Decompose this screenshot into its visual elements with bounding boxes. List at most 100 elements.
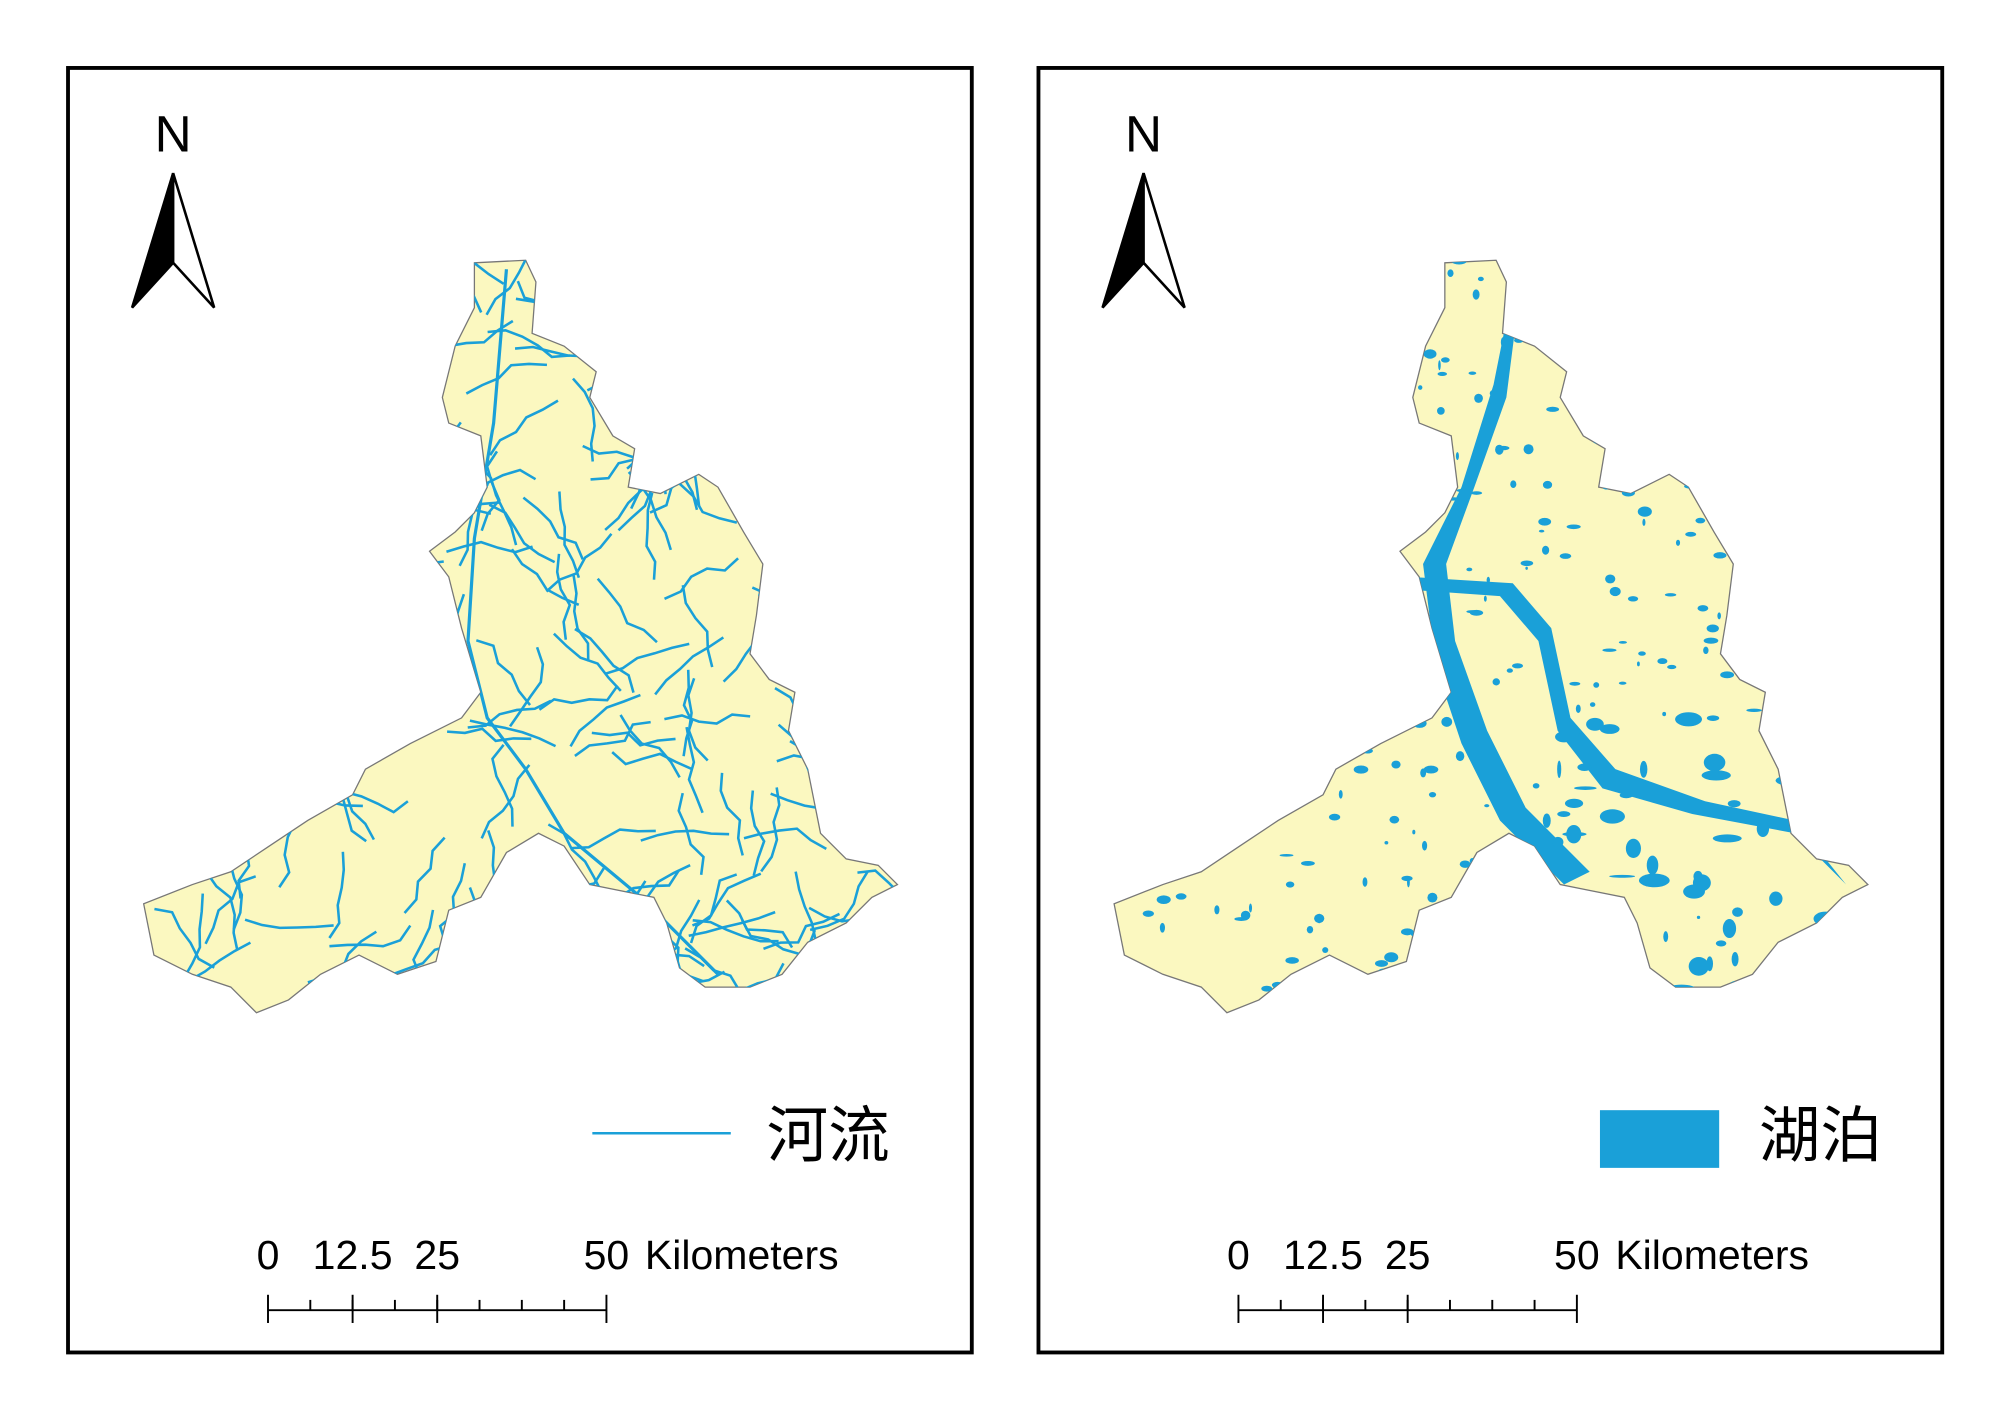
lake [1455,751,1465,762]
lake [1423,320,1590,885]
lake [1279,854,1294,857]
lake [1374,960,1389,967]
river [569,693,641,747]
river [403,836,446,914]
lake [1552,836,1564,848]
lake [1618,640,1628,644]
river [685,726,704,814]
lake [1438,360,1441,371]
lake [1715,940,1727,947]
river [328,851,346,939]
lake [1156,895,1171,905]
lake [1575,704,1581,714]
scale-label: 12.5 [313,1232,393,1278]
river [467,699,552,729]
river [572,377,596,462]
lake [1627,596,1639,602]
river [446,540,533,554]
lake [1589,702,1596,707]
lake [1322,947,1329,954]
lake [1142,910,1154,917]
lake [1667,664,1677,670]
scale-label: 12.5 [1283,1232,1363,1278]
lake [1525,566,1528,570]
lake [1609,874,1636,878]
lake [1328,813,1341,821]
lake [1695,517,1706,524]
lake [1455,452,1459,461]
lake [1489,389,1497,397]
lake [1557,760,1562,779]
legend-label: 河流 [767,1102,890,1170]
lake [1444,665,1455,676]
scale-label: 50 [584,1232,630,1278]
north-label: N [1125,105,1162,162]
river [809,870,870,932]
river [689,873,738,944]
lake [1706,624,1719,633]
river [480,764,531,839]
lake [1619,792,1633,799]
lake [1538,529,1545,533]
lake [1577,733,1585,747]
lake [1437,633,1440,641]
lake [1285,881,1295,888]
lake [1701,770,1731,781]
legend-label: 湖泊 [1759,1102,1882,1170]
lake [1498,776,1508,784]
lake [1593,682,1600,688]
lake [1599,724,1620,734]
scale-label: 0 [257,1232,280,1278]
lake [1523,444,1534,455]
lake [1420,768,1427,778]
river [596,577,658,644]
lake [1599,809,1625,824]
river [591,731,676,747]
river [480,450,501,532]
lake [1428,791,1437,798]
river [475,639,532,706]
river [677,792,705,875]
scale-unit: Kilometers [645,1232,839,1278]
lake [1468,371,1477,375]
lake [1555,731,1574,743]
lake [1732,907,1743,917]
river [204,875,257,945]
lake [1542,813,1551,828]
river [466,269,720,976]
river [538,684,619,711]
river [154,907,215,969]
lake [1492,678,1500,686]
river [664,713,751,725]
lake [1391,760,1401,769]
lake [1500,337,1505,348]
lake [1470,491,1483,495]
lake [1646,855,1659,875]
river [763,912,841,950]
lake [1285,957,1299,964]
lake [1497,788,1511,795]
lake [1240,910,1251,920]
lake [1465,745,1473,749]
river [508,646,545,728]
river [552,632,622,692]
lake [1685,531,1697,537]
lake [1456,488,1468,493]
river [469,719,557,748]
lake [1731,951,1739,967]
lake [1657,658,1668,665]
river [572,575,590,662]
river [687,677,709,762]
river [719,772,744,856]
river [688,910,776,937]
lake [1688,956,1709,976]
river [446,727,532,743]
river [244,918,334,930]
lake [1440,357,1450,363]
lake [1389,815,1400,824]
lake [1492,590,1500,594]
lake [1506,668,1513,673]
lake [1538,517,1552,526]
lake [1423,349,1437,359]
lake [1546,406,1560,412]
